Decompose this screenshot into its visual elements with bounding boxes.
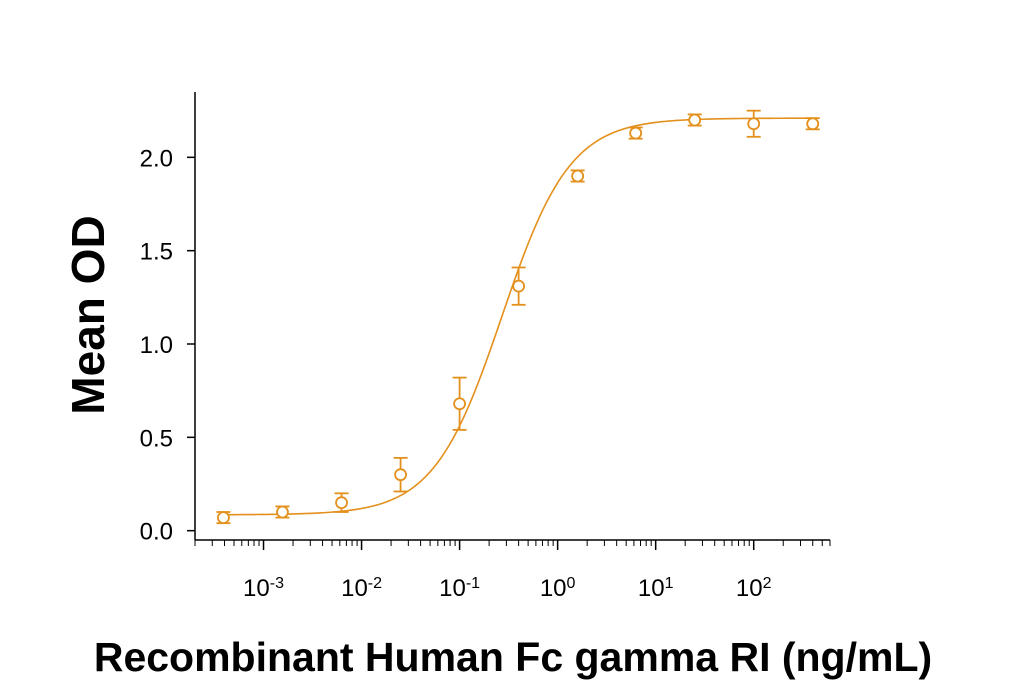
data-point	[511, 266, 526, 306]
data-marker	[217, 511, 230, 524]
x-tick-label: 100	[540, 575, 576, 603]
data-marker	[629, 126, 643, 140]
axes	[194, 92, 830, 541]
y-tick-label: 0.5	[140, 425, 173, 452]
x-tick-label: 101	[638, 575, 674, 603]
x-tick-label: 10-1	[439, 575, 480, 603]
data-points-layer	[216, 109, 820, 525]
data-marker	[571, 169, 585, 183]
x-ticks: 10-3 10-2 10-1 100 101 102	[194, 540, 831, 603]
fit-curve-layer	[223, 117, 813, 516]
data-point	[570, 169, 585, 183]
data-marker	[512, 279, 526, 293]
data-marker	[276, 505, 289, 519]
x-axis-title: Recombinant Human Fc gamma RI (ng/mL)	[94, 634, 932, 680]
data-point	[746, 109, 761, 138]
y-ticks: 0.0 0.5 1.0 1.5 2.0	[140, 145, 195, 546]
x-tick-label: 10-3	[243, 575, 284, 603]
y-tick-label: 1.5	[140, 239, 173, 266]
y-axis-title: Mean OD	[62, 215, 114, 414]
data-point	[275, 505, 290, 519]
data-marker	[688, 113, 702, 127]
data-point	[687, 113, 702, 127]
data-marker	[394, 468, 407, 482]
data-point	[452, 376, 467, 431]
data-marker	[335, 496, 348, 510]
data-point	[393, 456, 408, 493]
data-point	[216, 511, 231, 525]
data-marker	[453, 397, 466, 411]
data-marker	[747, 117, 761, 131]
y-tick-label: 1.0	[140, 332, 173, 359]
y-tick-label: 0.0	[140, 519, 173, 546]
fit-curve	[223, 117, 813, 516]
data-point	[334, 492, 349, 513]
data-marker	[806, 117, 820, 131]
x-tick-label: 10-2	[341, 575, 382, 603]
x-tick-label: 102	[736, 575, 772, 603]
data-point	[805, 117, 820, 131]
data-point	[628, 126, 643, 140]
y-tick-label: 2.0	[140, 145, 173, 172]
